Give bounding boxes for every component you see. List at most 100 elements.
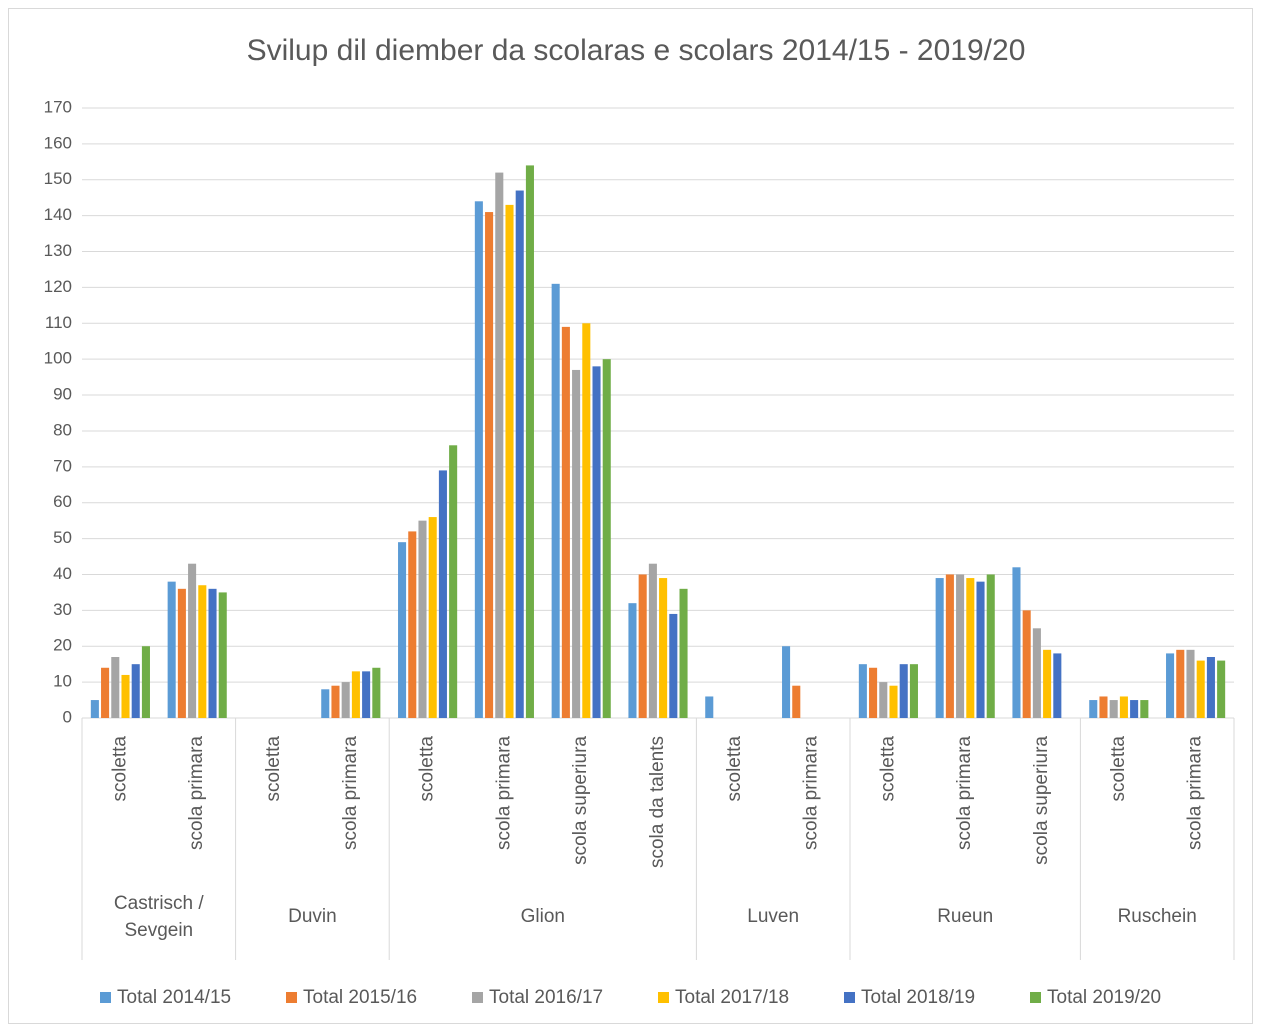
bar	[131, 664, 140, 718]
x-tick-label: scoletta	[1108, 736, 1129, 802]
bar	[141, 646, 150, 718]
x-tick-label: scoletta	[877, 736, 898, 802]
bar	[669, 613, 678, 718]
bar	[628, 603, 637, 718]
bar	[792, 685, 801, 718]
bar	[1109, 700, 1118, 718]
bar	[90, 700, 99, 718]
bar	[782, 646, 791, 718]
bar	[449, 445, 458, 718]
bar	[572, 369, 581, 718]
y-tick-label: 150	[44, 169, 72, 188]
bar	[321, 689, 330, 718]
group-label: Ruschein	[1117, 906, 1197, 927]
legend-swatch	[100, 992, 111, 1003]
group-label-box: Ruschein	[1117, 906, 1197, 927]
bar	[418, 520, 427, 718]
legend-swatch	[844, 992, 855, 1003]
bar	[474, 201, 483, 718]
bar	[705, 696, 714, 718]
bar	[1119, 696, 1128, 718]
bar	[372, 667, 381, 718]
x-tick-label: scola superiura	[570, 736, 591, 865]
bar	[899, 664, 908, 718]
y-tick-label: 70	[53, 456, 72, 475]
y-tick-label: 30	[53, 600, 72, 619]
bar	[551, 283, 560, 718]
bar	[485, 212, 494, 718]
bar	[438, 470, 447, 718]
bar	[1176, 649, 1185, 718]
legend-label: Total 2018/19	[861, 987, 975, 1008]
bar	[582, 323, 591, 718]
bar	[1140, 700, 1149, 718]
group-label-box: Glion	[520, 906, 565, 927]
group-label: Rueun	[937, 906, 994, 927]
legend-swatch	[286, 992, 297, 1003]
bar	[602, 359, 611, 718]
bar	[889, 685, 898, 718]
y-tick-label: 100	[44, 349, 72, 368]
group-label: Glion	[520, 906, 565, 927]
legend-swatch	[1030, 992, 1041, 1003]
bar	[1206, 657, 1215, 718]
bar	[495, 172, 504, 718]
bar	[638, 574, 647, 718]
y-tick-label: 60	[53, 492, 72, 511]
x-tick-label: scola primara	[340, 736, 361, 850]
bar	[1217, 660, 1226, 718]
bar	[1130, 700, 1139, 718]
group-label-box: Rueun	[937, 906, 994, 927]
y-tick-label: 50	[53, 528, 72, 547]
chart-title: Svilup dil diember da scolaras e scolars…	[247, 34, 1026, 67]
group-label-box: Duvin	[288, 906, 337, 927]
bar	[331, 685, 340, 718]
y-tick-label: 0	[63, 707, 72, 726]
bar	[111, 657, 120, 718]
bar	[408, 531, 417, 718]
y-tick-label: 90	[53, 385, 72, 404]
bar	[208, 588, 217, 718]
bar	[935, 578, 944, 718]
x-tick-label: scoletta	[263, 736, 284, 802]
legend-swatch	[658, 992, 669, 1003]
bar	[198, 585, 207, 718]
legend-swatch	[472, 992, 483, 1003]
x-tick-label: scola primara	[1185, 736, 1206, 850]
x-tick-label: scola primara	[186, 736, 207, 850]
bar	[1099, 696, 1108, 718]
bar	[398, 542, 407, 718]
bar	[659, 578, 668, 718]
bar	[945, 574, 954, 718]
y-tick-label: 120	[44, 277, 72, 296]
bar	[1166, 653, 1175, 718]
bar	[341, 682, 350, 718]
group-label: Luven	[747, 906, 800, 927]
bar	[1032, 628, 1041, 718]
bar	[909, 664, 918, 718]
bar	[679, 588, 688, 718]
group-label-box: Luven	[747, 906, 800, 927]
bar	[1022, 610, 1031, 718]
legend-label: Total 2015/16	[303, 987, 417, 1008]
chart-border	[8, 8, 1253, 1024]
x-tick-label: scoletta	[724, 736, 745, 802]
y-tick-label: 40	[53, 564, 72, 583]
bar	[976, 581, 985, 718]
bar	[1053, 653, 1062, 718]
x-tick-label: scola primara	[801, 736, 822, 850]
bar	[869, 667, 878, 718]
bar	[966, 578, 975, 718]
legend-label: Total 2016/17	[489, 987, 603, 1008]
bar	[428, 517, 437, 718]
bar	[167, 581, 176, 718]
bar	[1012, 567, 1021, 718]
bar	[1186, 649, 1195, 718]
y-tick-label: 110	[45, 313, 72, 332]
y-tick-label: 80	[53, 420, 72, 439]
bar	[351, 671, 360, 718]
bar	[218, 592, 227, 718]
y-tick-label: 140	[44, 205, 72, 224]
x-tick-label: scola da talents	[647, 736, 668, 868]
